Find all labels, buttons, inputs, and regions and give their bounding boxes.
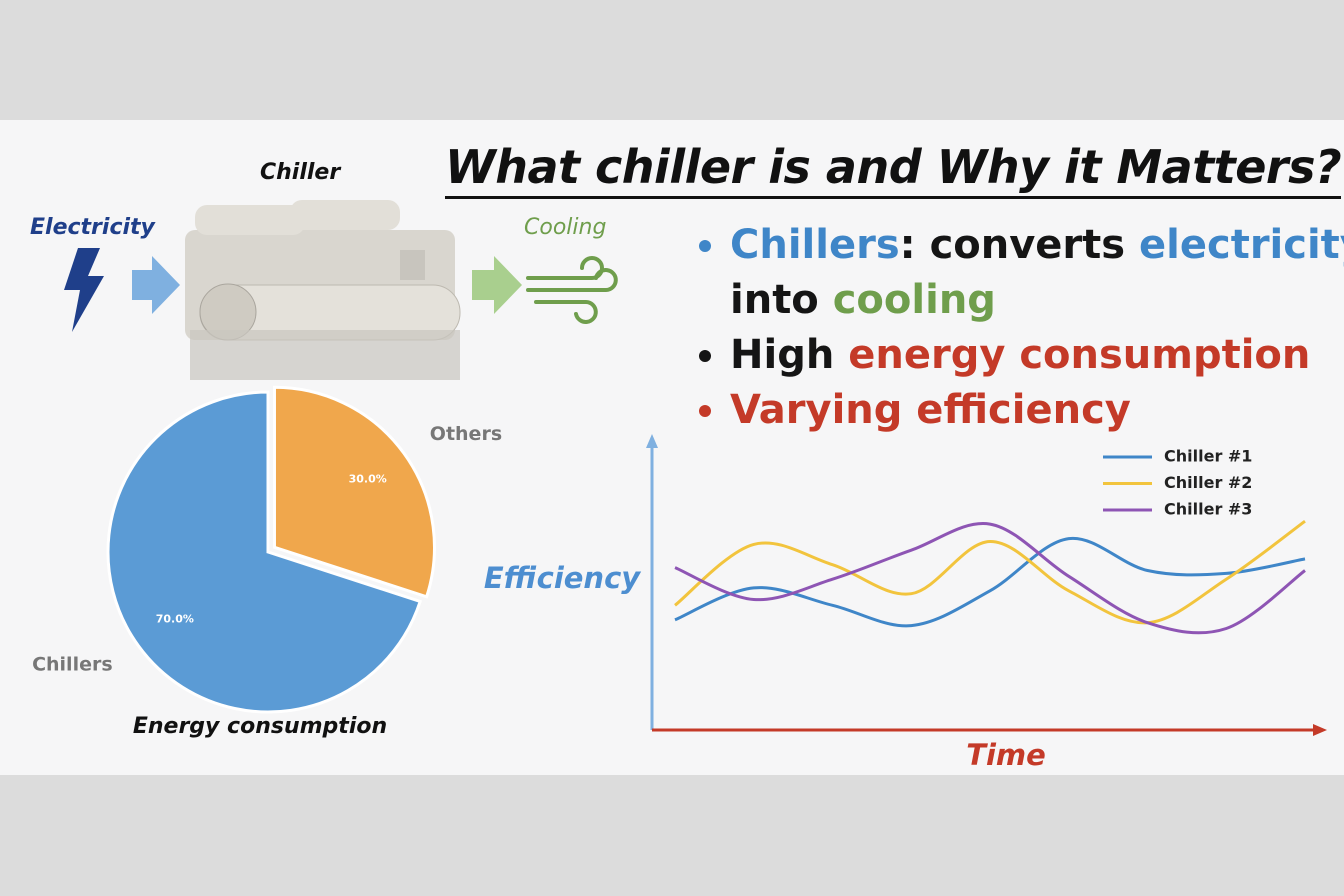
value-label: 70.0% — [156, 613, 194, 626]
legend-label: Chiller #1 — [1164, 447, 1252, 466]
line-series — [674, 519, 1306, 625]
x-axis-label: Time — [966, 738, 1046, 772]
pie-title: Energy consumption — [133, 714, 387, 739]
text: High — [730, 332, 849, 378]
bullet: High energy consumption — [730, 328, 1344, 383]
chiller-image — [185, 200, 461, 380]
category-label: Chillers — [32, 653, 113, 675]
bullet: Varying efficiency — [730, 383, 1344, 438]
text: Chillers — [730, 222, 900, 268]
value-label: 30.0% — [349, 473, 387, 486]
category-label: Others — [430, 423, 502, 445]
bullet-list: Chillers: converts electricity into cool… — [690, 218, 1344, 438]
lightning-icon — [64, 248, 104, 332]
input-label: Electricity — [30, 215, 155, 240]
legend-label: Chiller #3 — [1164, 500, 1252, 519]
x-axis-arrow — [1313, 724, 1327, 736]
slide-title: What chiller is and Why it Matters? — [445, 138, 1342, 199]
text: electricity — [1139, 222, 1344, 268]
text: Varying efficiency — [730, 387, 1131, 433]
wind-icon — [526, 256, 618, 324]
legend-label: Chiller #2 — [1164, 473, 1252, 492]
text: into — [730, 277, 833, 323]
text: cooling — [832, 277, 996, 323]
output-label: Cooling — [524, 215, 607, 240]
arrow-icon — [132, 256, 180, 314]
chiller-label: Chiller — [260, 160, 341, 185]
text: energy consumption — [848, 332, 1311, 378]
y-axis-arrow — [646, 434, 658, 448]
pie-slice — [272, 385, 436, 599]
y-axis-label: Efficiency — [484, 561, 641, 595]
arrow-icon — [472, 256, 522, 314]
line-series — [674, 537, 1306, 628]
bullet: Chillers: converts electricity into cool… — [730, 218, 1344, 328]
pie-slice — [106, 390, 423, 714]
line-series — [674, 522, 1306, 635]
text: : converts — [899, 222, 1140, 268]
